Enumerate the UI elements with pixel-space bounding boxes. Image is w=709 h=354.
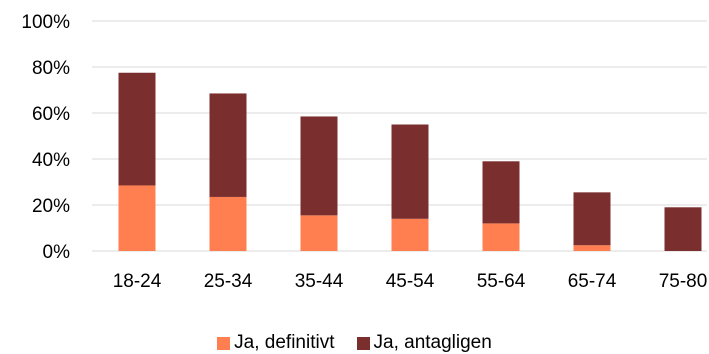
x-tick-label: 35-44 <box>295 271 344 292</box>
x-tick-label: 45-54 <box>386 271 435 292</box>
bar-antagligen-35-44 <box>300 116 338 216</box>
x-tick-label: 65-74 <box>568 271 617 292</box>
bar-definitivt-65-74 <box>573 245 611 251</box>
x-axis-ticks: 18-24 25-34 35-44 45-54 55-64 65-74 75-80 <box>113 271 708 292</box>
bar-antagligen-55-64 <box>482 161 520 224</box>
legend-item-antagligen: Ja, antagligen <box>356 332 492 354</box>
y-tick-label: 20% <box>32 196 70 217</box>
x-tick-label: 18-24 <box>113 271 162 292</box>
bar-definitivt-55-64 <box>482 223 520 251</box>
legend: Ja, definitivt Ja, antagligen <box>0 332 709 354</box>
bar-antagligen-45-54 <box>391 124 429 219</box>
x-tick-label: 75-80 <box>659 271 708 292</box>
bars <box>118 72 702 251</box>
y-tick-label: 80% <box>32 58 70 79</box>
legend-swatch-antagligen <box>356 336 370 350</box>
y-tick-label: 0% <box>43 242 71 263</box>
y-tick-label: 40% <box>32 150 70 171</box>
y-tick-label: 100% <box>21 12 70 33</box>
legend-label-antagligen: Ja, antagligen <box>373 332 492 353</box>
bar-antagligen-18-24 <box>118 72 156 186</box>
bar-definitivt-25-34 <box>209 196 247 251</box>
y-tick-label: 60% <box>32 104 70 125</box>
x-tick-label: 55-64 <box>477 271 526 292</box>
legend-item-definitivt: Ja, definitivt <box>217 332 335 354</box>
bar-definitivt-35-44 <box>300 215 338 251</box>
bar-antagligen-65-74 <box>573 192 611 246</box>
legend-label-definitivt: Ja, definitivt <box>234 332 335 353</box>
bar-antagligen-75-80 <box>664 207 702 251</box>
legend-swatch-definitivt <box>217 336 231 350</box>
x-tick-label: 25-34 <box>204 271 253 292</box>
bar-antagligen-25-34 <box>209 93 247 197</box>
bar-definitivt-18-24 <box>118 185 156 251</box>
bar-definitivt-45-54 <box>391 218 429 251</box>
y-axis-ticks: 0% 20% 40% 60% 80% 100% <box>21 12 70 263</box>
